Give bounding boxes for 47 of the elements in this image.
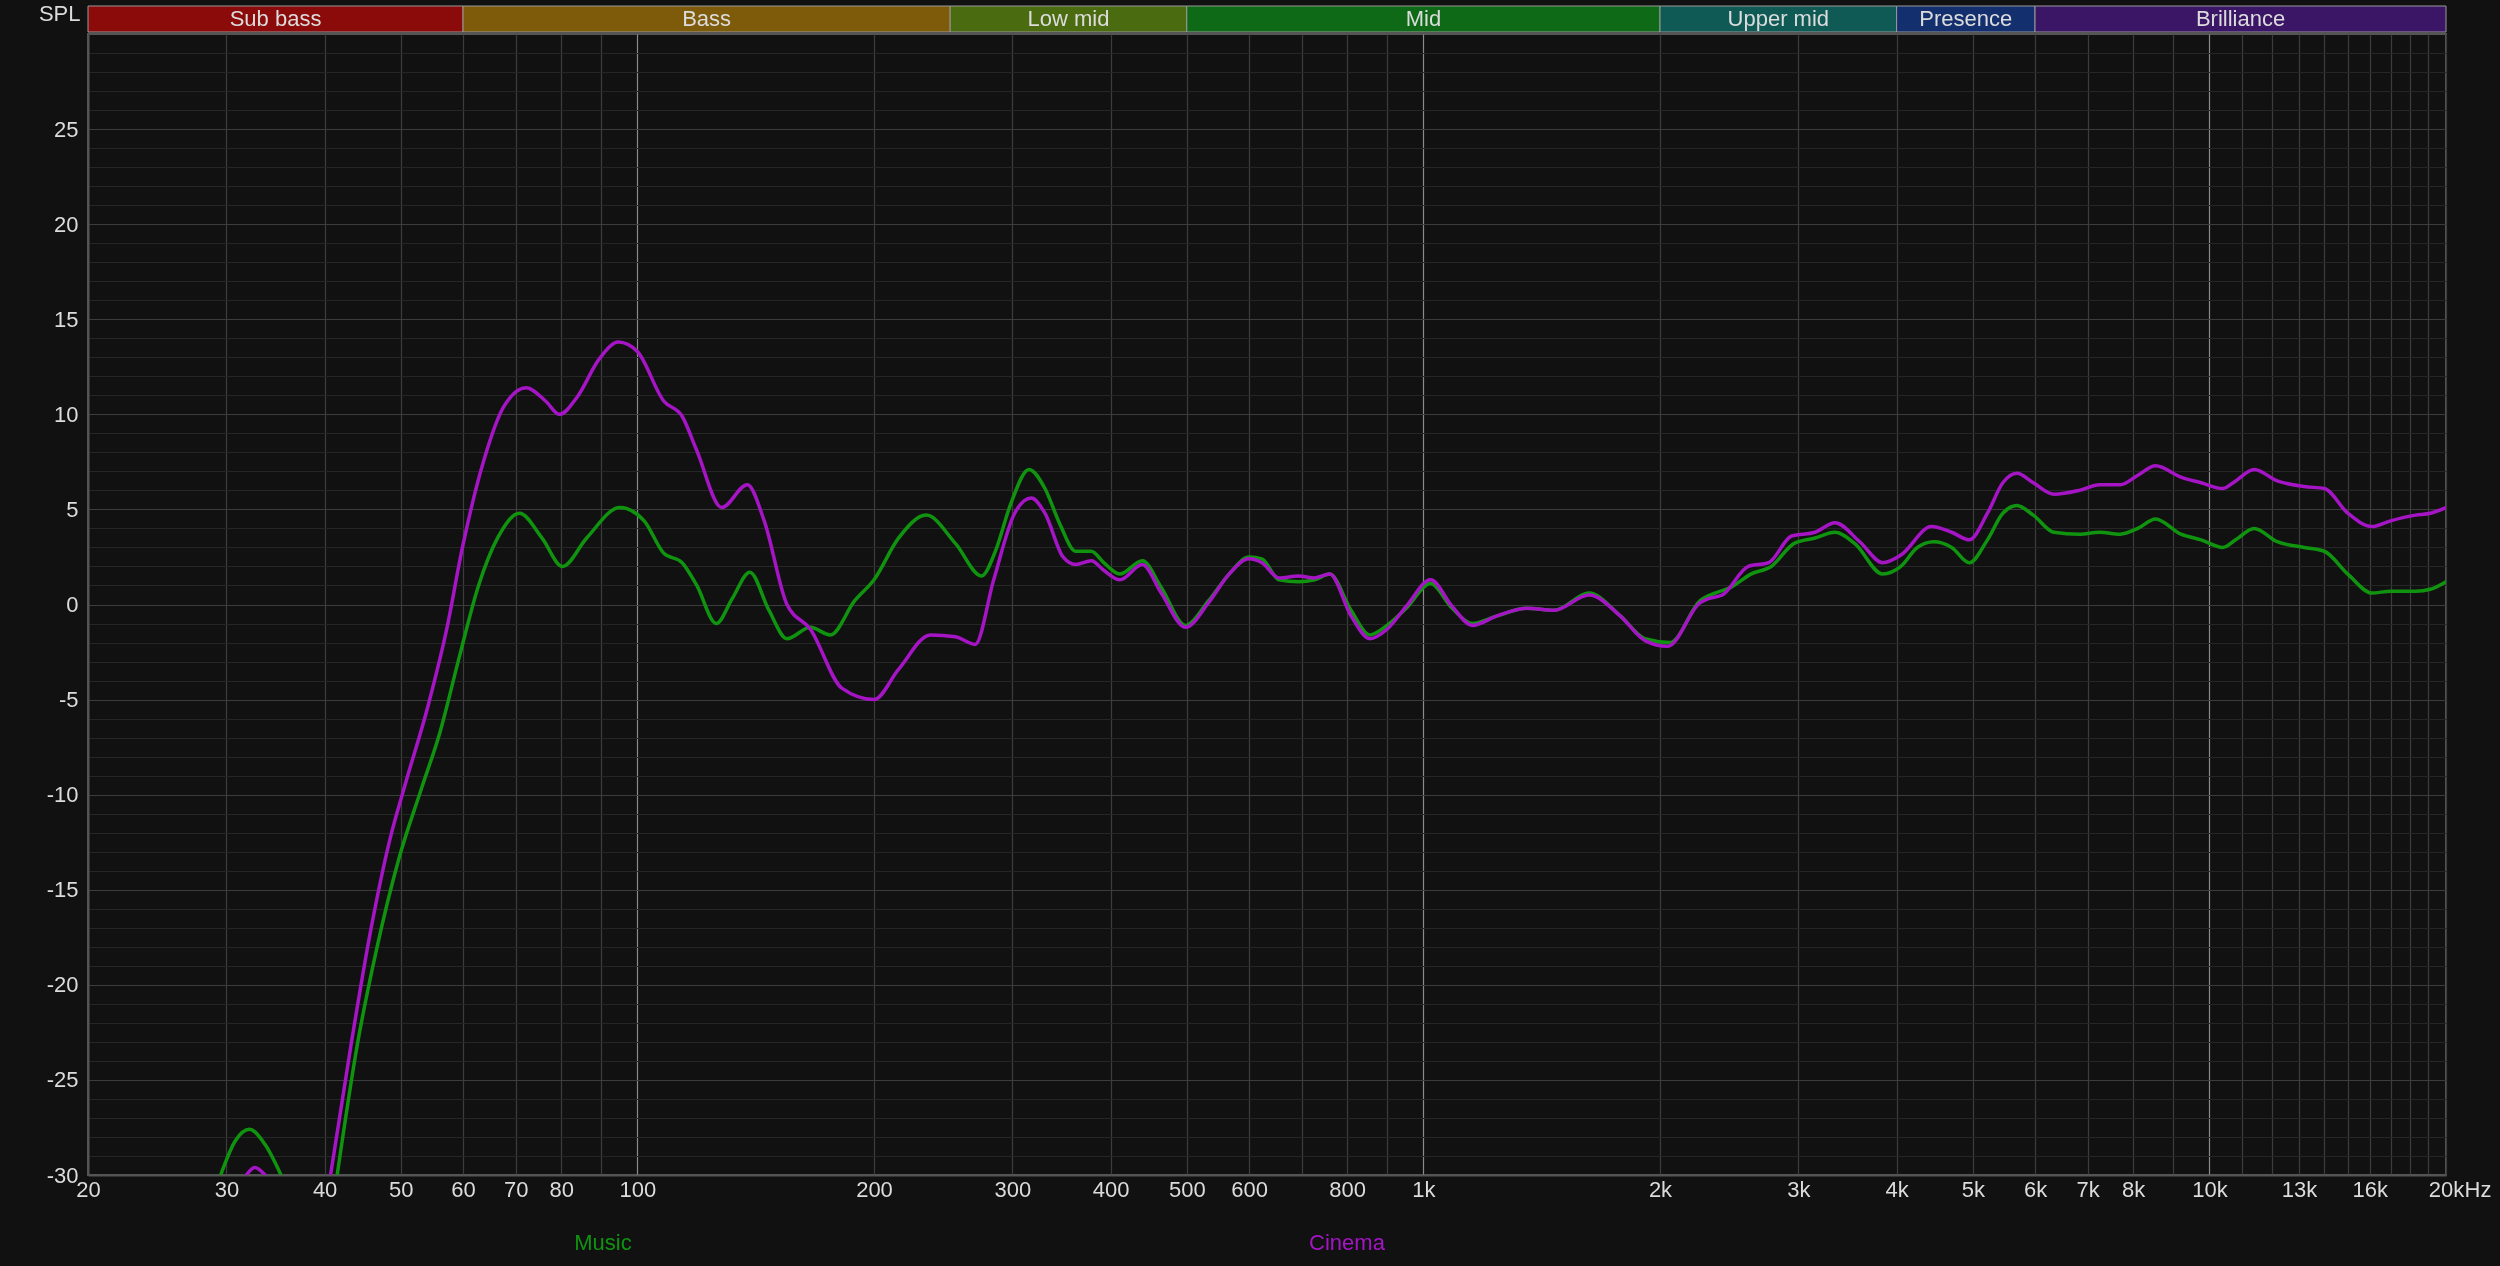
x-tick-label: 50: [389, 1176, 414, 1202]
series-label: Sub bass: [229, 6, 322, 31]
series-label: Mid: [1405, 6, 1442, 31]
x-tick-label: 800: [1329, 1176, 1367, 1202]
x-tick-label: 3k: [1787, 1176, 1812, 1202]
x-tick-label: 70: [503, 1176, 529, 1202]
series-label: Brilliance: [2195, 6, 2286, 31]
x-tick-label: 100: [619, 1176, 657, 1202]
y-tick-label: -10: [46, 782, 79, 808]
x-tick-label: 5k: [1961, 1176, 1986, 1202]
x-tick-label: 40: [312, 1176, 338, 1202]
x-tick-label: 600: [1231, 1176, 1268, 1202]
y-tick-label: 5: [66, 496, 79, 522]
x-tick-label: 30: [214, 1176, 240, 1202]
text: Cinema: [1309, 1230, 1386, 1255]
x-tick-label: 1k: [1412, 1176, 1437, 1202]
text: Music: [574, 1230, 632, 1255]
y-tick-label: 25: [54, 116, 79, 142]
x-tick-label: 13k: [2281, 1176, 2319, 1202]
x-tick-label: 300: [994, 1176, 1032, 1202]
x-tick-label: 4k: [1885, 1176, 1910, 1202]
x-tick-label: 10k: [2192, 1176, 2229, 1202]
y-tick-label: -5: [58, 687, 79, 713]
x-tick-label: 400: [1092, 1176, 1130, 1202]
x-tick-label: 200: [856, 1176, 893, 1202]
series-label: Low mid: [1027, 6, 1110, 31]
y-tick-label: -25: [46, 1067, 79, 1093]
series-label: Bass: [682, 6, 732, 31]
x-tick-label: 20k: [2428, 1176, 2466, 1202]
x-tick-label: 2k: [1648, 1176, 1674, 1202]
y-tick-label: -20: [46, 972, 79, 998]
series-label: Upper mid: [1727, 6, 1830, 31]
y-tick-label: 0: [66, 592, 79, 617]
y-tick-label: 20: [54, 211, 79, 237]
y-tick-label: 15: [54, 306, 79, 332]
series-label: Presence: [1919, 6, 2013, 31]
x-tick-label: 60: [451, 1176, 476, 1202]
x-axis-title: Hz: [2464, 1176, 2492, 1202]
x-tick-label: 80: [549, 1176, 574, 1202]
x-tick-label: 7k: [2076, 1176, 2101, 1202]
y-tick-label: 10: [54, 401, 79, 427]
x-tick-label: 500: [1168, 1176, 1206, 1202]
y-tick-label: -15: [46, 877, 79, 903]
x-tick-label: 8k: [2122, 1176, 2147, 1202]
x-tick-label: 16k: [2352, 1176, 2390, 1202]
y-axis-title: SPL: [38, 0, 81, 26]
x-tick-label: 6k: [2023, 1176, 2049, 1202]
